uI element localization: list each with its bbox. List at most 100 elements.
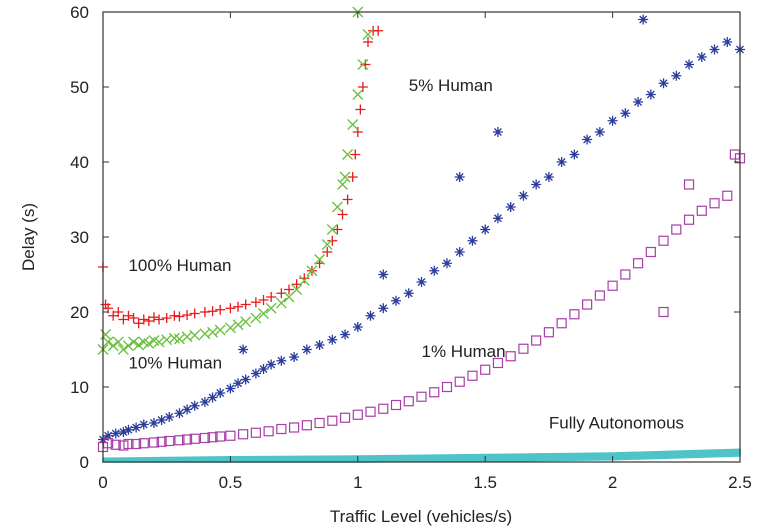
square-point	[429, 387, 440, 398]
star-point	[266, 359, 277, 370]
star-point	[118, 427, 129, 437]
plus-point	[207, 306, 218, 317]
square-point	[722, 190, 733, 201]
square-point	[467, 370, 478, 381]
plus-point	[174, 311, 185, 322]
plus-point	[284, 284, 295, 295]
cross-point	[143, 338, 155, 349]
x-tick-label: 1.5	[473, 473, 497, 492]
star-point	[645, 89, 656, 100]
star-point	[189, 400, 200, 411]
star-point	[638, 14, 649, 25]
star-point	[569, 149, 580, 160]
square-point	[181, 434, 193, 445]
plus-point	[225, 303, 236, 314]
square-point	[314, 417, 325, 429]
plus-point	[215, 304, 226, 315]
cross-point	[232, 319, 244, 331]
series-100-human	[98, 25, 384, 329]
square-point	[696, 205, 707, 216]
square-point	[250, 427, 261, 438]
star-point	[365, 310, 376, 321]
star-point	[658, 78, 669, 89]
plus-point	[373, 25, 384, 36]
square-point	[138, 438, 149, 449]
cross-point	[337, 179, 348, 190]
square-point	[492, 357, 504, 369]
annotation-1-human: 1% Human	[422, 342, 506, 361]
star-point	[378, 269, 389, 280]
star-point	[207, 392, 218, 403]
star-point	[594, 127, 605, 137]
square-point	[556, 318, 567, 329]
star-point	[164, 412, 175, 422]
cross-point	[173, 333, 185, 345]
star-point	[238, 344, 249, 355]
star-point	[378, 303, 389, 314]
square-point	[403, 396, 414, 407]
cross-point	[342, 149, 354, 160]
star-point	[352, 322, 363, 332]
y-tick-label: 60	[70, 3, 89, 22]
plus-point	[118, 314, 129, 325]
x-tick-label: 0	[98, 473, 107, 492]
square-point	[658, 235, 669, 246]
star-point	[215, 388, 226, 398]
plus-point	[113, 307, 124, 317]
star-point	[696, 52, 707, 62]
annotation-100-human: 100% Human	[128, 256, 231, 275]
plus-point	[240, 299, 251, 310]
star-point	[123, 424, 134, 435]
square-point	[505, 351, 516, 362]
cross-point	[275, 297, 287, 309]
cross-point	[224, 322, 236, 334]
square-point	[645, 246, 656, 258]
star-point	[531, 179, 542, 190]
data-marks	[97, 6, 746, 463]
star-point	[518, 190, 529, 201]
star-point	[327, 334, 338, 345]
cross-point	[117, 344, 129, 355]
star-point	[429, 265, 440, 276]
cross-point	[128, 336, 140, 348]
cross-point	[362, 29, 374, 40]
star-point	[276, 355, 287, 366]
square-point	[238, 429, 249, 440]
square-point	[123, 438, 134, 450]
square-point	[215, 431, 226, 442]
plus-point	[154, 314, 165, 325]
plus-point	[357, 82, 368, 92]
star-point	[671, 70, 682, 81]
star-point	[240, 374, 251, 385]
square-point	[454, 376, 465, 387]
x-ticks: 0 0.5 1 1.5 2 2.5	[98, 12, 752, 492]
square-point	[543, 327, 555, 338]
square-point	[518, 343, 529, 354]
cross-point	[314, 254, 326, 265]
star-point	[454, 172, 465, 182]
square-point	[207, 432, 218, 443]
square-point	[174, 435, 185, 446]
cross-point	[298, 275, 310, 286]
star-point	[156, 415, 167, 425]
star-point	[633, 97, 644, 107]
star-point	[182, 404, 193, 415]
star-point	[505, 202, 516, 212]
x-tick-label: 1	[353, 473, 362, 492]
cross-point	[265, 302, 277, 314]
square-point	[276, 423, 287, 435]
plus-point	[138, 314, 149, 325]
plus-point	[128, 313, 139, 323]
star-point	[391, 295, 402, 306]
square-point	[327, 415, 338, 426]
plus-point	[350, 149, 361, 160]
square-point	[148, 437, 160, 448]
star-point	[131, 422, 142, 433]
square-point	[164, 435, 175, 447]
square-point	[378, 403, 389, 414]
plus-point	[342, 194, 353, 205]
star-point	[233, 378, 244, 389]
plus-point	[250, 297, 261, 308]
square-point	[365, 406, 376, 417]
cross-point	[331, 201, 343, 213]
